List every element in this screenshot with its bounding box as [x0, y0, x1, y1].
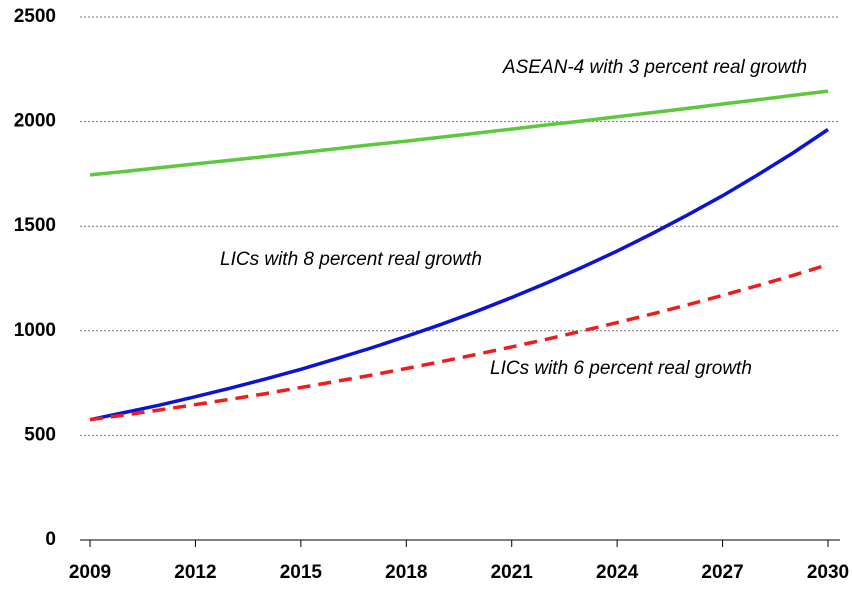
- y-tick-label: 2000: [14, 111, 56, 132]
- y-tick-label: 0: [45, 529, 56, 550]
- x-tick-label: 2030: [807, 562, 849, 583]
- x-tick-label: 2024: [596, 562, 639, 583]
- y-tick-label: 500: [24, 424, 56, 445]
- y-tick-label: 2500: [14, 6, 56, 27]
- annotation: LICs with 8 percent real growth: [220, 249, 482, 270]
- y-tick-label: 1000: [14, 320, 56, 341]
- x-tick-label: 2027: [701, 562, 743, 583]
- series-line: [89, 89, 829, 177]
- y-tick-label: 1500: [14, 215, 56, 236]
- x-tick-label: 2009: [69, 562, 111, 583]
- x-tick-label: 2018: [385, 562, 427, 583]
- x-tick-label: 2012: [174, 562, 216, 583]
- x-tick-label: 2021: [491, 562, 534, 583]
- x-tick-label: 2015: [280, 562, 323, 583]
- series-line: [89, 128, 829, 422]
- annotation: ASEAN-4 with 3 percent real growth: [502, 57, 807, 78]
- annotation: LICs with 6 percent real growth: [490, 358, 752, 379]
